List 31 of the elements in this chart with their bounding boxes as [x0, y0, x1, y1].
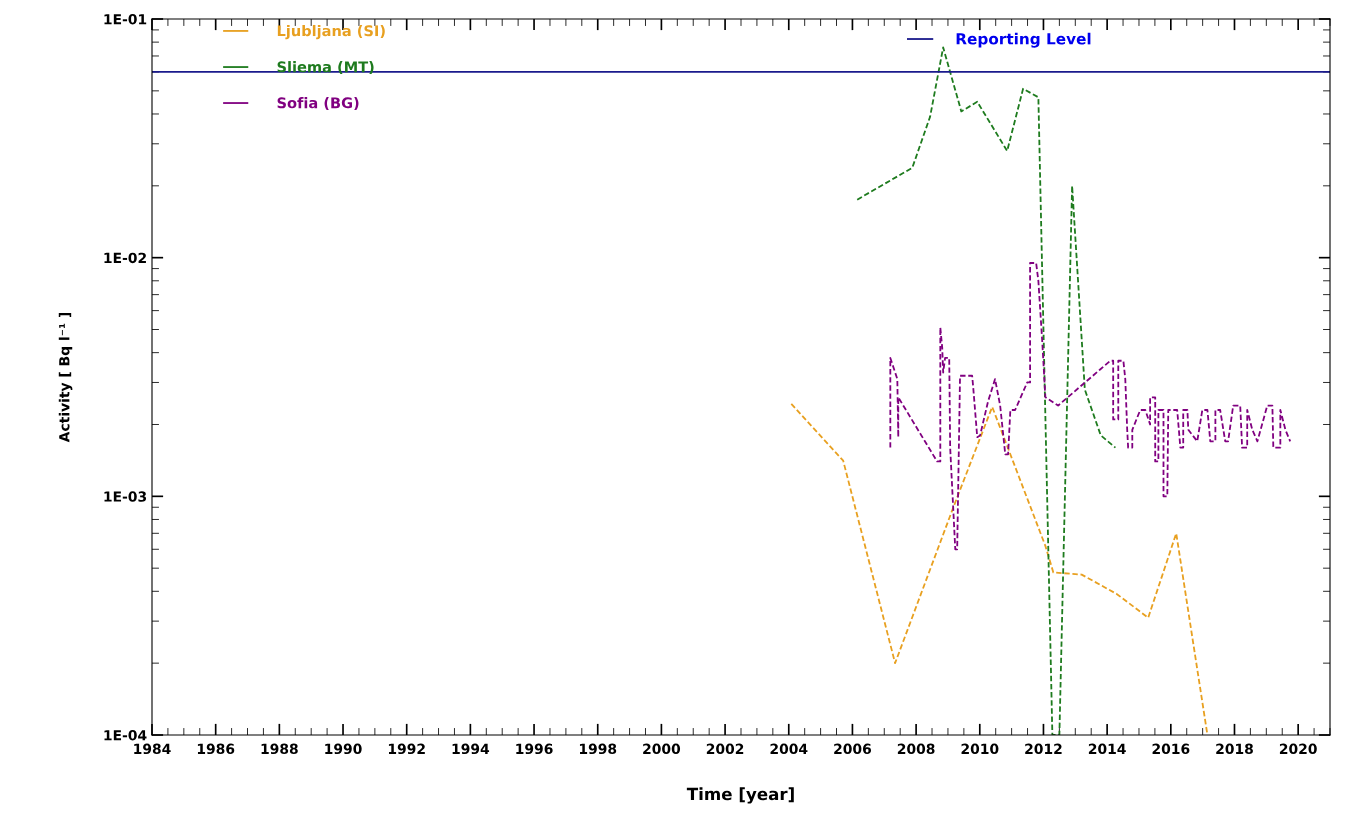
x-tick-label: 1994 — [452, 743, 490, 755]
line-series — [856, 46, 1117, 735]
x-tick-label: 2002 — [706, 743, 744, 755]
x-tick-label: 2020 — [1279, 743, 1317, 755]
legend-label: Reporting Level — [956, 32, 1091, 48]
x-tick-label: 1988 — [261, 743, 298, 755]
y-axis-title: Activity [ Bq l⁻¹ ] — [58, 312, 73, 443]
x-tick-label: 2018 — [1216, 743, 1253, 755]
x-tick-label: 2008 — [897, 743, 935, 755]
y-tick-label: 1E-03 — [104, 491, 147, 502]
x-tick-label: 2010 — [961, 743, 999, 755]
x-tick-label: 2012 — [1025, 743, 1062, 755]
y-tick-label: 1E-02 — [104, 252, 146, 264]
y-tick-label: 1E-04 — [104, 729, 147, 741]
x-axis-title: Time [year] — [686, 787, 794, 804]
text: Ljubljana (SI) — [277, 24, 385, 40]
x-tick-label: 2000 — [643, 743, 681, 755]
y-tick-label: 1E-01 — [104, 13, 147, 25]
x-tick-label: 2004 — [770, 743, 808, 755]
x-tick-label: 2006 — [834, 743, 872, 755]
x-tick-label: 1986 — [197, 743, 235, 755]
x-tick-label: 1992 — [388, 743, 425, 755]
legend-label: Sofia (BG) — [277, 97, 359, 111]
x-tick-label: 2014 — [1088, 743, 1126, 755]
line-series — [790, 402, 1209, 735]
x-tick-label: 1990 — [325, 743, 362, 755]
x-tick-label: 1996 — [516, 743, 553, 755]
line-series — [889, 262, 1292, 551]
x-tick-label: 1984 — [134, 743, 171, 755]
x-tick-label: 1998 — [579, 743, 617, 755]
x-tick-label: 2016 — [1152, 743, 1190, 755]
